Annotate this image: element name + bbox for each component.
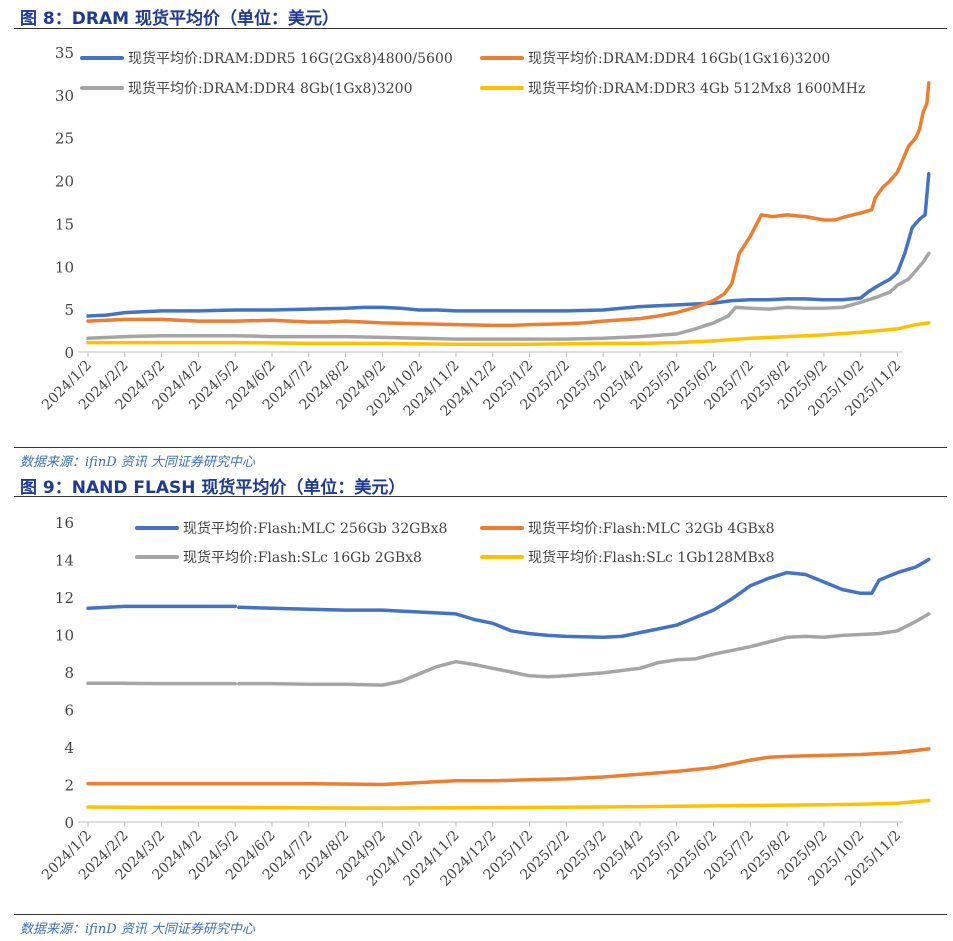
series-line (86, 81, 931, 328)
legend-label: 现货平均价:DRAM:DDR3 4Gb 512Mx8 1600MHz (528, 80, 865, 97)
series-line (86, 604, 237, 611)
series-line (86, 251, 931, 341)
legend-label: 现货平均价:Flash:MLC 32Gb 4GBx8 (528, 520, 775, 537)
figure-1-title: 图 8：DRAM 现货平均价（单位：美元） (20, 9, 339, 29)
figure-2-title: 图 9：NAND FLASH 现货平均价（单位：美元） (20, 478, 406, 498)
y-tick-label: 2 (64, 777, 74, 795)
legend-label: 现货平均价:DRAM:DDR5 16G(2Gx8)4800/5600 (128, 50, 453, 67)
series-line (86, 321, 931, 347)
y-tick-label: 6 (64, 702, 74, 720)
figure-1-bottom-rule (14, 447, 947, 448)
dram-price-chart: 051015202530352024/1/22024/2/22024/3/220… (39, 44, 931, 420)
series-line (86, 747, 931, 787)
y-tick-label: 14 (55, 552, 74, 570)
y-tick-label: 10 (55, 258, 74, 276)
series-line (86, 798, 931, 810)
figure-1-source: 数据来源：ifinD 资讯 大同证券研究中心 (20, 455, 255, 470)
y-tick-label: 0 (64, 344, 74, 362)
y-tick-label: 4 (64, 739, 74, 757)
legend-label: 现货平均价:DRAM:DDR4 8Gb(1Gx8)3200 (128, 80, 413, 97)
y-tick-label: 0 (64, 814, 74, 832)
y-tick-label: 35 (55, 44, 74, 62)
legend-label: 现货平均价:Flash:SLc 16Gb 2GBx8 (183, 549, 422, 566)
legend-label: 现货平均价:Flash:SLc 1Gb128MBx8 (528, 549, 775, 566)
figure-2-bottom-rule (14, 914, 947, 915)
figure-1-top-rule (14, 28, 947, 29)
y-tick-label: 25 (55, 130, 74, 148)
legend-label: 现货平均价:DRAM:DDR4 16Gb(1Gx16)3200 (528, 50, 830, 67)
y-tick-label: 16 (55, 514, 74, 532)
nand-flash-price-chart: 02468101214162024/1/22024/2/22024/3/2202… (39, 514, 931, 890)
y-tick-label: 12 (55, 589, 74, 607)
legend-label: 现货平均价:Flash:MLC 256Gb 32GBx8 (183, 520, 447, 537)
series-line (86, 171, 931, 318)
figure-2-source: 数据来源：ifinD 资讯 大同证券研究中心 (20, 922, 255, 937)
series-line (237, 612, 931, 687)
series-line (237, 557, 931, 640)
y-tick-label: 5 (64, 301, 74, 319)
y-tick-label: 20 (55, 173, 74, 191)
y-tick-label: 30 (55, 87, 74, 105)
y-tick-label: 15 (55, 215, 74, 233)
y-tick-label: 10 (55, 627, 74, 645)
y-tick-label: 8 (64, 664, 74, 682)
figure-2-top-rule (14, 496, 947, 497)
